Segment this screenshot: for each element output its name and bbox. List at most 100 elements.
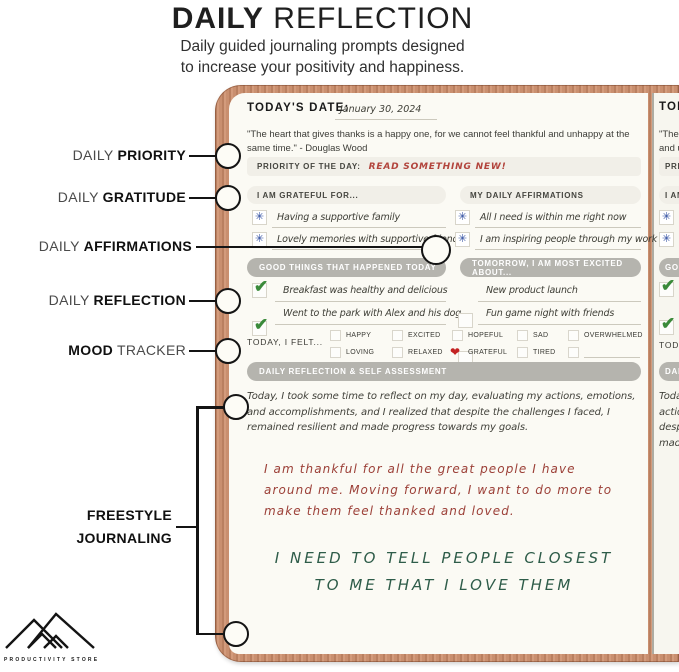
callout-freestyle-journaling: FREESTYLE JOURNALING: [76, 507, 172, 546]
goodthing-item: Went to the park with Alex and his dog: [283, 308, 462, 319]
mood-checkbox: [392, 330, 403, 341]
journal-page-next: TODAY'S DATE: "The heart that gives than…: [652, 93, 679, 654]
priority-label: PRIORITY OF THE DAY:: [257, 162, 361, 171]
write-line: [272, 227, 446, 228]
goodthings-header-pill: GOOD THINGS THAT HAPPENED TODAY: [247, 258, 446, 277]
callout-line: [196, 406, 226, 409]
callout-circle-priority: [215, 143, 241, 169]
next-priority-pill: PRIORITY OF THE DAY:: [659, 157, 679, 176]
daily-quote: "The heart that gives thanks is a happy …: [247, 129, 630, 155]
callout-daily-affirmations: DAILY AFFIRMATIONS: [38, 238, 192, 254]
next-asterisk-icon: ✳: [659, 210, 674, 225]
checkbox-empty: [458, 313, 473, 328]
reflection-text: Today, I took some time to reflect on my…: [247, 391, 636, 433]
affirmation-item: All I need is within me right now: [480, 212, 627, 223]
mood-checkbox: [517, 330, 528, 341]
brand-logo-text: PRODUCTIVITY STORE: [4, 657, 100, 663]
page-subtitle-line1: Daily guided journaling prompts designed: [180, 38, 465, 55]
callout-line: [189, 349, 216, 352]
assessment-header-pill: DAILY REFLECTION & SELF ASSESSMENT: [247, 362, 641, 381]
callout-line: [196, 632, 226, 635]
asterisk-icon: ✳: [455, 210, 470, 225]
write-line: [272, 249, 446, 250]
callout-line: [176, 525, 198, 528]
gratitude-item: Lovely memories with supportive friends: [277, 234, 464, 245]
callout-line: [189, 299, 216, 302]
mood-option: RELAXED: [408, 349, 443, 356]
mood-writein-line: [584, 357, 640, 358]
mood-option: HOPEFUL: [468, 332, 504, 339]
mood-checkbox: [330, 330, 341, 341]
next-assessment-pill: DAILY REFLECTION & SELF ASSESSMENT: [659, 362, 679, 381]
callout-mood-tracker: MOOD TRACKER: [68, 342, 186, 358]
date-label: TODAY'S DATE:: [247, 102, 350, 114]
callout-bracket: [196, 406, 199, 635]
freestyle-green-text: I NEED TO TELL PEOPLE CLOSEST TO ME THAT…: [274, 549, 614, 594]
mood-option: OVERWHELMED: [584, 332, 643, 339]
priority-value: READ SOMETHING NEW!: [368, 161, 507, 172]
next-gratitude-pill: I AM GRATEFUL FOR...: [659, 186, 679, 204]
mood-checkbox: [568, 330, 579, 341]
next-quote: "The heart that gives thanks is a happy …: [659, 129, 679, 155]
mood-option: LOVING: [346, 349, 375, 356]
page-subtitle: Daily guided journaling prompts designed…: [0, 36, 645, 78]
priority-pill: PRIORITY OF THE DAY: READ SOMETHING NEW!: [247, 157, 641, 176]
callout-line: [189, 196, 216, 199]
asterisk-icon: ✳: [455, 232, 470, 247]
callout-line: [196, 245, 423, 248]
goodthing-item: Breakfast was healthy and delicious: [283, 285, 448, 296]
next-reflection-text: Today, I took some time to reflect on my…: [659, 391, 679, 449]
callout-circle-reflection: [215, 288, 241, 314]
tomorrow-item: Fun game night with friends: [486, 308, 615, 319]
write-line: [475, 249, 641, 250]
mood-option: HAPPY: [346, 332, 372, 339]
mood-checkbox: [392, 347, 403, 358]
asterisk-icon: ✳: [252, 210, 267, 225]
callout-circle-freestyle-top: [223, 394, 249, 420]
checkbox-checked: ✔: [252, 315, 269, 336]
checkbox-checked: ✔: [252, 277, 269, 298]
mood-checkbox: [330, 347, 341, 358]
callout-circle-freestyle-bottom: [223, 621, 249, 647]
affirmations-header-pill: MY DAILY AFFIRMATIONS: [460, 186, 641, 204]
date-underline: [335, 119, 437, 120]
callout-circle-affirmations: [421, 235, 451, 265]
write-line: [478, 301, 641, 302]
next-goodthings-pill: GOOD THINGS THAT HAPPENED TODAY: [659, 258, 679, 277]
write-line: [275, 324, 446, 325]
mood-checkbox: [517, 347, 528, 358]
mood-checkbox: [452, 330, 463, 341]
page-title-light: REFLECTION: [273, 2, 474, 35]
callout-line: [189, 154, 216, 157]
mood-option-checked: GRATEFUL: [468, 349, 508, 356]
write-line: [478, 324, 641, 325]
gratitude-item: Having a supportive family: [277, 212, 400, 223]
next-date-label: TODAY'S DATE:: [659, 101, 679, 113]
heart-icon: ❤: [450, 345, 461, 359]
callout-daily-priority: DAILY PRIORITY: [72, 147, 186, 163]
next-mood-label: TODAY, I FELT...: [659, 340, 679, 350]
mountain-logo-icon: [5, 612, 95, 649]
freestyle-red-text: I am thankful for all the great people I…: [264, 462, 613, 518]
mood-option: TIRED: [533, 349, 556, 356]
mood-label: TODAY, I FELT...: [247, 337, 323, 347]
write-line: [275, 301, 446, 302]
next-check-icon: ✔: [659, 314, 676, 335]
callout-daily-gratitude: DAILY GRATITUDE: [57, 189, 186, 205]
next-check-icon: ✔: [659, 276, 676, 297]
callout-circle-gratitude: [215, 185, 241, 211]
tomorrow-header-pill: TOMORROW, I AM MOST EXCITED ABOUT...: [460, 258, 641, 277]
write-line: [475, 227, 641, 228]
affirmation-item: I am inspiring people through my work: [480, 234, 658, 245]
page-title-bold: DAILY: [171, 2, 264, 35]
brand-logo: PRODUCTIVITY STORE: [4, 600, 114, 663]
callout-daily-reflection: DAILY REFLECTION: [48, 292, 186, 308]
page-subtitle-line2: to increase your positivity and happines…: [180, 59, 465, 76]
tomorrow-item: New product launch: [486, 285, 578, 296]
mood-option: SAD: [533, 332, 549, 339]
next-asterisk-icon: ✳: [659, 232, 674, 247]
date-value: January 30, 2024: [340, 104, 422, 115]
mood-checkbox: [568, 347, 579, 358]
mood-option: EXCITED: [408, 332, 441, 339]
